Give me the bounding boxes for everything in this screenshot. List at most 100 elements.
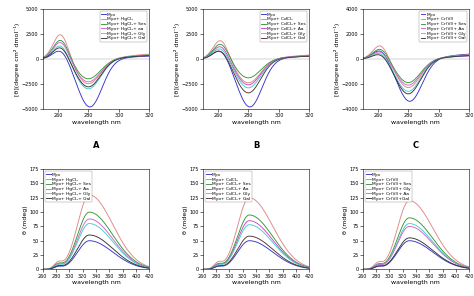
Myo+ CdCl₂+ Aa <box>251 220 256 223</box>
Myo+ Cr(VI) <box>406 199 412 202</box>
Line: Myo+ HgCl₂: Myo+ HgCl₂ <box>41 35 151 84</box>
Line: Myo+ CdCl₂: Myo+ CdCl₂ <box>202 198 309 269</box>
Myo+ CdCl₂+ Ses <box>242 75 248 79</box>
Myo <box>268 68 273 71</box>
Myo <box>251 239 257 243</box>
Myo <box>103 246 109 249</box>
Myo+ HgCl₂+ aa <box>38 57 44 60</box>
Myo+ Cr(VI)+ Ses <box>411 217 417 221</box>
Myo+ Cr(VI)+ Ses <box>418 222 423 225</box>
Line: Myo+ Cr(VI): Myo+ Cr(VI) <box>363 201 469 269</box>
X-axis label: wavelength nm: wavelength nm <box>72 280 120 285</box>
Myo+ HgCl₂+ Gly <box>144 266 150 269</box>
Myo+ Cr(VI)+ Aa <box>376 50 382 54</box>
Myo+ HgCl₂ <box>144 264 150 268</box>
Myo+ Cr(VI)+ Aa <box>402 82 408 86</box>
Myo+ CdCl₂+ Ses <box>251 214 257 218</box>
Myo+ CdCl₂+ Gal <box>198 57 204 60</box>
Myo+ CdCl₂+ Ses <box>198 57 204 60</box>
Myo <box>468 52 474 56</box>
Myo+ Cr(VI)+ Ses <box>402 80 408 83</box>
Myo+ Cr(VI)+ Ses <box>468 54 474 57</box>
Myo <box>118 58 124 61</box>
Myo <box>423 246 429 249</box>
Myo+ HgCl₂+ aa <box>148 54 154 57</box>
Myo+ HgCl₂+ Gal <box>148 54 154 57</box>
Myo+ CdCl₂+ Aa <box>251 220 257 223</box>
Line: Myo+ CdCl₂+ Ses: Myo+ CdCl₂+ Ses <box>201 44 311 78</box>
Myo+ CdCl₂+ Aa <box>217 45 222 49</box>
Myo <box>56 49 62 53</box>
Myo+ HgCl₂+ Ses <box>38 57 44 60</box>
Myo+ Cr(VI)+ Gly <box>360 268 365 271</box>
Myo+ Cr(VI)+ Gal <box>468 54 474 57</box>
Myo+ CdCl₂ <box>198 57 204 60</box>
Myo+ Cr(VI)+ Gly <box>402 88 408 92</box>
Myo+ HgCl₂+ aa <box>74 70 80 74</box>
Myo+ HgCl₂+ Ses <box>86 77 91 81</box>
Myo <box>278 58 283 61</box>
Myo+ CdCl₂+ Ses <box>200 268 205 271</box>
Myo+ CdCl₂+ Aa <box>268 61 273 65</box>
Myo <box>82 101 88 105</box>
Legend: Myo, Myo+ HgCl₂, Myo+ HgCl₂+ Ses, Myo+ HgCl₂+ Aa, Myo+ HgCl₂+ Gly, Myo+ HgCl₂+ G: Myo, Myo+ HgCl₂, Myo+ HgCl₂+ Ses, Myo+ H… <box>45 171 92 202</box>
Myo+ CdCl₂+ Ses <box>304 265 310 268</box>
Myo+ CdCl₂+ Gal <box>246 91 251 95</box>
Myo+ Cr(VI)+ Aa <box>438 57 444 60</box>
Myo+ Cr(VI) <box>418 206 423 210</box>
Myo+ CdCl₂+ Aa <box>211 48 217 52</box>
Myo <box>287 261 293 265</box>
Myo+ Cr(VI)+ Aa <box>447 258 453 262</box>
Myo <box>91 239 96 243</box>
Myo+ Cr(VI)+ Aa <box>372 52 377 55</box>
Myo+ HgCl₂+ Aa <box>146 266 152 269</box>
Myo+ HgCl₂+ aa <box>52 45 57 49</box>
Myo+ HgCl₂ <box>57 33 63 36</box>
Line: Myo: Myo <box>201 51 311 107</box>
Myo+ Cr(VI)+ Gal <box>375 53 381 57</box>
Line: Myo+ CdCl₂: Myo+ CdCl₂ <box>201 41 311 83</box>
Myo+ Cr(VI)+ Ses <box>394 72 400 75</box>
Myo+ HgCl₂+ Ses <box>118 56 124 59</box>
Myo+ CdCl₂ <box>268 61 273 64</box>
Myo+ CdCl₂+ Gly <box>287 258 293 262</box>
Myo+ HgCl₂+ Gly <box>57 44 63 48</box>
Myo+ HgCl₂+ Ses <box>118 56 124 59</box>
Myo+ HgCl₂+ Gly <box>38 57 44 60</box>
Myo+ Cr(VI)+ Ses <box>406 216 412 220</box>
Myo+ HgCl₂ <box>118 56 124 59</box>
Myo <box>74 84 80 88</box>
Myo+ HgCl₂+ Gly <box>128 258 133 261</box>
Myo+ HgCl₂+ Gal <box>144 266 150 270</box>
Myo+ Cr(VI) <box>447 253 453 256</box>
Myo+ HgCl₂+ Aa <box>86 217 92 221</box>
Myo+ Cr(VI)+ Gly <box>464 266 470 269</box>
Myo <box>52 51 57 54</box>
Myo+ CdCl₂+ Ses <box>264 226 269 229</box>
Myo+ CdCl₂+ Gly <box>279 57 284 60</box>
Myo+ HgCl₂+ Ses <box>91 211 96 215</box>
Myo+ HgCl₂ <box>86 82 91 86</box>
Myo+ Cr(VI)+ Gly <box>394 78 400 81</box>
Myo+ Cr(VI)+Gal <box>447 261 453 264</box>
Myo+ Cr(VI) <box>466 265 472 268</box>
Myo+ CdCl₂+ Aa <box>200 268 205 271</box>
Myo+ HgCl₂+ Gal <box>91 234 97 237</box>
Myo <box>247 105 253 109</box>
Line: Myo+ CdCl₂+ Ses: Myo+ CdCl₂+ Ses <box>202 215 309 269</box>
Myo+ CdCl₂+ Ses <box>308 54 314 58</box>
Line: Myo+ HgCl₂+ Gal: Myo+ HgCl₂+ Gal <box>43 235 149 269</box>
Myo+ HgCl₂+ Aa <box>103 229 109 233</box>
Myo+ Cr(VI)+ Gly <box>406 90 411 93</box>
Myo+ CdCl₂+ Gal <box>279 57 284 60</box>
Myo+ CdCl₂ <box>200 268 205 271</box>
Myo+ HgCl₂+ Gal <box>98 237 103 241</box>
Myo+ Cr(VI) <box>468 53 474 57</box>
Myo+ HgCl₂+ Ses <box>74 68 80 72</box>
Myo+ Cr(VI) <box>358 57 364 60</box>
Myo+ CdCl₂+ Aa <box>306 266 312 269</box>
Myo+ CdCl₂+ Gal <box>211 51 217 54</box>
Myo+ HgCl₂+ Gly <box>82 86 88 89</box>
Myo+ CdCl₂ <box>246 81 251 85</box>
Myo+ Cr(VI) <box>394 74 400 78</box>
